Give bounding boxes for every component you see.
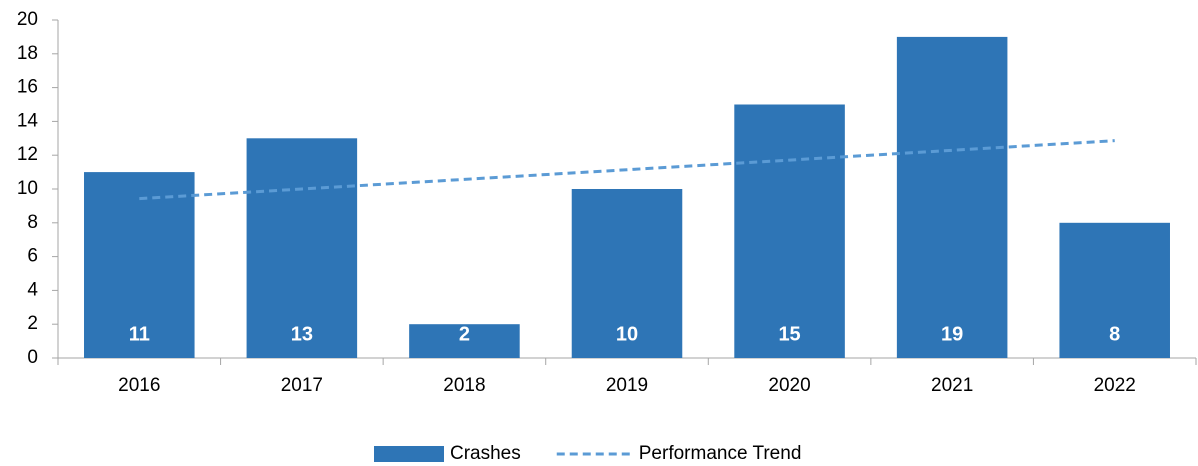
bar (571, 189, 683, 358)
value-label: 19 (941, 323, 963, 345)
x-tick-label: 2016 (118, 375, 160, 396)
y-tick-label: 6 (27, 246, 38, 267)
x-tick-label: 2021 (931, 375, 973, 396)
x-tick-label: 2019 (606, 375, 648, 396)
bar (1059, 222, 1170, 358)
trend-line (139, 139, 1115, 201)
value-label: 8 (1109, 323, 1120, 345)
value-label: 11 (129, 323, 150, 345)
value-label: 13 (291, 323, 313, 345)
bar (734, 104, 845, 358)
legend-label: Performance Trend (639, 443, 802, 464)
x-tick-label: 2020 (768, 375, 810, 396)
y-tick-label: 18 (17, 43, 38, 64)
legend-swatch (374, 446, 444, 462)
bar (84, 172, 195, 358)
y-tick-label: 20 (17, 9, 38, 30)
bar (896, 36, 1008, 359)
x-tick-label: 2017 (281, 375, 323, 396)
value-label: 10 (616, 323, 638, 345)
x-tick-label: 2022 (1094, 375, 1136, 396)
y-tick-label: 8 (27, 212, 38, 233)
bar (246, 138, 358, 358)
legend-label: Crashes (450, 443, 521, 464)
value-label: 15 (778, 323, 800, 345)
y-tick-label: 12 (17, 144, 38, 165)
y-tick-label: 2 (27, 313, 38, 334)
x-tick-label: 2018 (443, 375, 485, 396)
bar (409, 324, 520, 358)
y-tick-label: 14 (17, 110, 39, 131)
y-tick-label: 0 (27, 347, 38, 368)
y-tick-label: 10 (17, 178, 38, 199)
y-tick-label: 16 (17, 77, 38, 98)
y-tick-label: 4 (27, 279, 38, 300)
value-label: 2 (459, 323, 470, 345)
